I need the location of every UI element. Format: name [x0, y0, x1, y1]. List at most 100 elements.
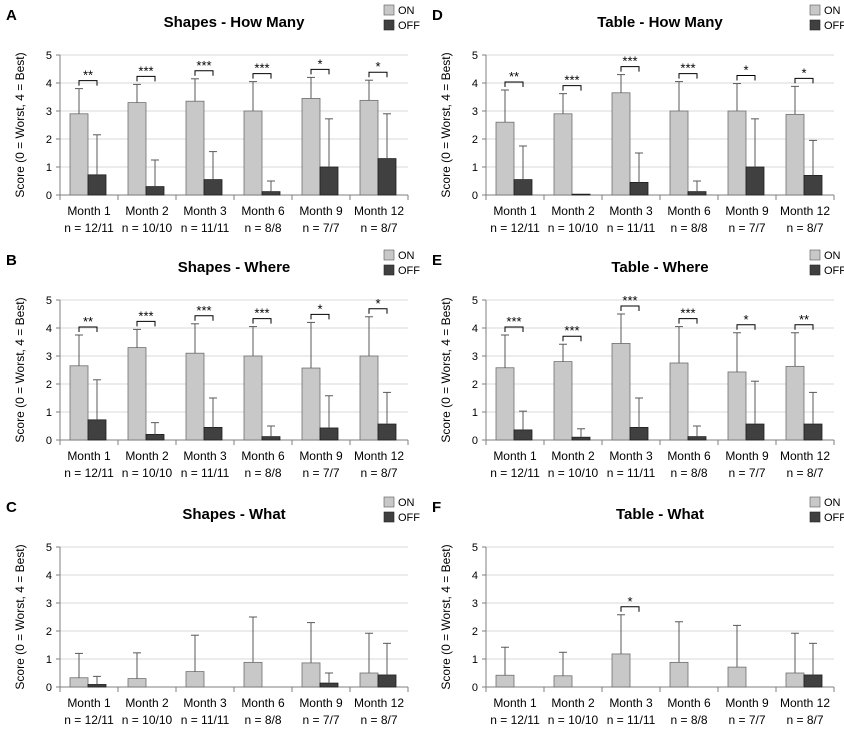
- bar-off-a-2: [204, 180, 222, 195]
- xtick-label-e-5: Month 12: [780, 449, 830, 463]
- ytick-label-b-0: 0: [46, 435, 52, 447]
- ytick-label-d-2: 2: [472, 134, 478, 146]
- sig-label-b-5: *: [375, 296, 380, 311]
- ytick-label-f-2: 2: [472, 626, 478, 638]
- n-label-c-5: n = 8/7: [360, 713, 397, 727]
- legend-label-off-a: OFF: [398, 20, 420, 32]
- sig-label-b-2: ***: [196, 303, 211, 318]
- n-label-f-5: n = 8/7: [786, 713, 823, 727]
- bar-off-e-3: [688, 437, 706, 440]
- n-label-a-5: n = 8/7: [360, 221, 397, 235]
- chart-title-f: Table - What: [616, 506, 704, 523]
- sig-label-e-2: ***: [622, 293, 637, 308]
- legend-swatch-on-d: [810, 5, 820, 15]
- sig-label-b-3: ***: [254, 306, 269, 321]
- bar-on-a-5: [360, 100, 378, 195]
- bar-on-c-5: [360, 673, 378, 687]
- xtick-label-f-2: Month 3: [609, 696, 653, 710]
- bar-off-b-5: [378, 424, 396, 440]
- ytick-label-a-2: 2: [46, 134, 52, 146]
- bar-off-e-5: [804, 424, 822, 440]
- xtick-label-c-3: Month 6: [241, 696, 285, 710]
- bar-on-a-2: [186, 101, 204, 195]
- xtick-label-a-3: Month 6: [241, 204, 285, 218]
- ytick-label-d-0: 0: [472, 190, 478, 202]
- xtick-label-b-0: Month 1: [67, 449, 111, 463]
- ytick-label-e-1: 1: [472, 407, 478, 419]
- legend-swatch-on-c: [384, 497, 394, 507]
- panel-c: C Shapes - What ON OFF 0 1 2 3 4 5 Score (0 = Wors…: [6, 497, 420, 727]
- bar-on-e-2: [612, 343, 630, 440]
- ytick-label-b-4: 4: [46, 323, 52, 335]
- sig-label-a-0: **: [83, 68, 93, 83]
- bar-on-d-2: [612, 93, 630, 195]
- bar-on-f-4: [728, 667, 746, 687]
- bar-off-c-0: [88, 684, 106, 687]
- xtick-label-d-5: Month 12: [780, 204, 830, 218]
- bar-on-a-0: [70, 114, 88, 195]
- legend-label-on-f: ON: [824, 497, 841, 509]
- legend-swatch-on-a: [384, 5, 394, 15]
- n-label-f-2: n = 11/11: [607, 713, 656, 727]
- bar-on-a-4: [302, 98, 320, 195]
- n-label-b-1: n = 10/10: [122, 466, 173, 480]
- panel-d: D Table - How ManyONOFF012345Score (0 = W…: [432, 5, 844, 235]
- bar-on-b-0: [70, 366, 88, 440]
- chart-title-c: Shapes - What: [182, 506, 285, 523]
- n-label-a-3: n = 8/8: [244, 221, 281, 235]
- ytick-label-a-3: 3: [46, 106, 52, 118]
- ylabel-b: Score (0 = Worst, 4 = Best): [13, 297, 27, 442]
- ylabel-a: Score (0 = Worst, 4 = Best): [13, 52, 27, 197]
- ytick-label-d-3: 3: [472, 106, 478, 118]
- ytick-label-e-5: 5: [472, 295, 478, 307]
- panel-a: A Shapes - How Many ON OFF 0 1 2 3 4 5 Score (0 = …: [6, 5, 420, 235]
- sig-label-d-1: ***: [564, 73, 579, 88]
- xtick-label-d-4: Month 9: [725, 204, 769, 218]
- n-label-b-5: n = 8/7: [360, 466, 397, 480]
- xtick-label-a-1: Month 2: [125, 204, 169, 218]
- sig-label-e-1: ***: [564, 323, 579, 338]
- n-label-f-0: n = 12/11: [490, 713, 540, 727]
- n-label-c-3: n = 8/8: [244, 713, 281, 727]
- ytick-label-d-1: 1: [472, 162, 478, 174]
- bar-on-c-0: [70, 678, 88, 687]
- bar-off-d-2: [630, 182, 648, 195]
- bar-off-b-1: [146, 434, 164, 440]
- xtick-label-d-2: Month 3: [609, 204, 653, 218]
- xtick-label-f-1: Month 2: [551, 696, 595, 710]
- sig-label-a-3: ***: [254, 61, 269, 76]
- bar-on-f-2: [612, 654, 630, 687]
- bar-on-a-3: [244, 111, 262, 195]
- ylabel-f: Score (0 = Worst, 4 = Best): [439, 544, 453, 689]
- legend-label-off-c: OFF: [398, 512, 420, 524]
- bar-on-f-5: [786, 673, 804, 687]
- bar-off-d-1: [572, 194, 590, 195]
- xtick-label-b-4: Month 9: [299, 449, 343, 463]
- xtick-label-e-2: Month 3: [609, 449, 653, 463]
- bar-on-d-4: [728, 111, 746, 195]
- xtick-label-c-2: Month 3: [183, 696, 227, 710]
- bar-on-b-1: [128, 348, 146, 440]
- xtick-label-c-1: Month 2: [125, 696, 169, 710]
- legend-swatch-off-c: [384, 512, 394, 522]
- ylabel-d: Score (0 = Worst, 4 = Best): [439, 52, 453, 197]
- bar-off-d-0: [514, 180, 532, 195]
- panel-letter-c: C: [6, 499, 17, 516]
- xtick-label-a-0: Month 1: [67, 204, 111, 218]
- ytick-label-b-5: 5: [46, 295, 52, 307]
- legend-label-off-b: OFF: [398, 265, 420, 277]
- n-label-e-3: n = 8/8: [670, 466, 707, 480]
- xtick-label-a-4: Month 9: [299, 204, 343, 218]
- figure: A Shapes - How ManyONOFF012345Score (0 = …: [0, 0, 844, 729]
- xtick-label-f-3: Month 6: [667, 696, 711, 710]
- chart-title-e: Table - Where: [611, 259, 708, 276]
- xtick-label-a-2: Month 3: [183, 204, 227, 218]
- legend-swatch-off-f: [810, 512, 820, 522]
- n-label-a-0: n = 12/11: [64, 221, 114, 235]
- bar-on-f-3: [670, 662, 688, 687]
- ytick-label-f-0: 0: [472, 682, 478, 694]
- legend-swatch-off-d: [810, 20, 820, 30]
- bar-on-d-5: [786, 114, 804, 195]
- legend-label-on-c: ON: [398, 497, 415, 509]
- xtick-label-f-5: Month 12: [780, 696, 830, 710]
